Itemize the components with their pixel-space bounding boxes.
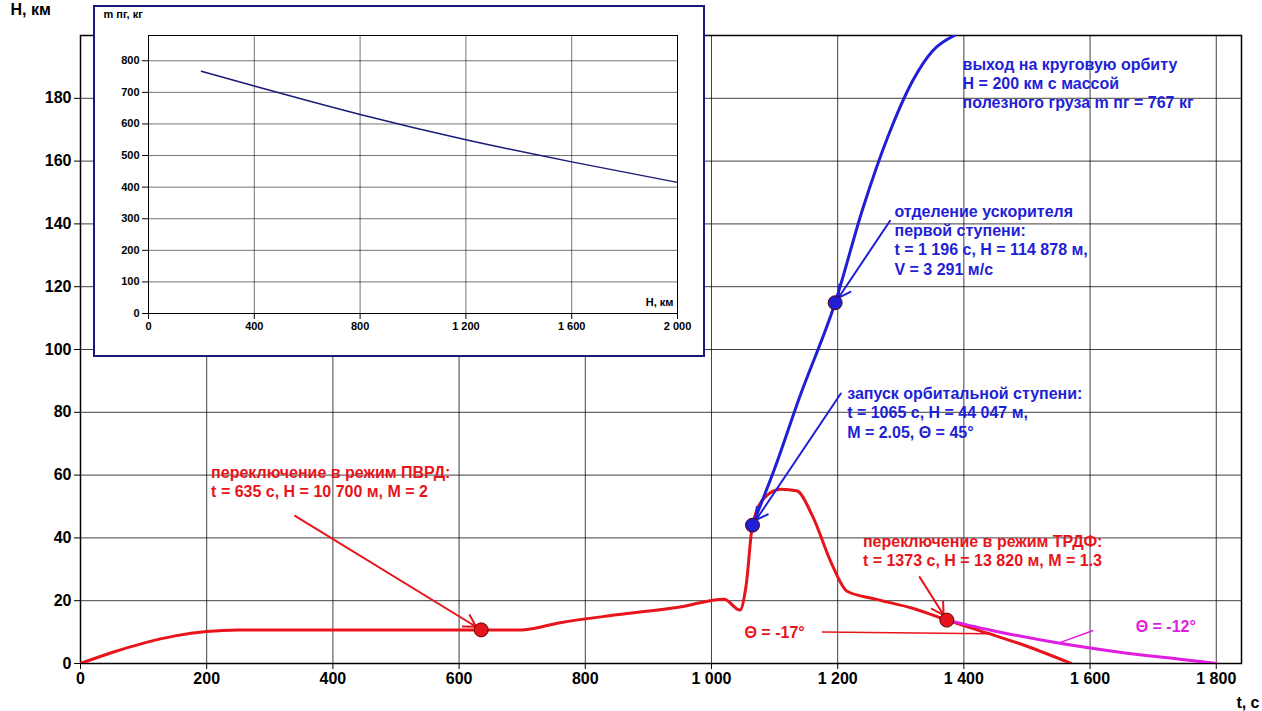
svg-text:0: 0 <box>76 670 85 687</box>
svg-text:переключение в режим ТРДФ:t =: переключение в режим ТРДФ:t = 1373 с, H … <box>863 533 1103 569</box>
svg-text:1 000: 1 000 <box>691 670 731 687</box>
svg-text:200: 200 <box>121 244 139 256</box>
svg-text:500: 500 <box>121 149 139 161</box>
svg-text:1 400: 1 400 <box>944 670 984 687</box>
svg-text:180: 180 <box>45 89 72 106</box>
svg-text:140: 140 <box>45 215 72 232</box>
svg-text:t, с: t, с <box>1236 694 1259 711</box>
svg-text:выход на круговую орбитуH = 20: выход на круговую орбитуH = 200 км с мас… <box>963 56 1194 111</box>
svg-text:2 000: 2 000 <box>664 320 692 332</box>
svg-text:600: 600 <box>446 670 473 687</box>
svg-text:Θ = -12°: Θ = -12° <box>1136 618 1196 635</box>
svg-text:0: 0 <box>133 307 139 319</box>
svg-text:1 200: 1 200 <box>818 670 858 687</box>
svg-text:H, км: H, км <box>646 296 674 308</box>
svg-text:800: 800 <box>351 320 369 332</box>
svg-text:60: 60 <box>54 466 72 483</box>
svg-text:160: 160 <box>45 152 72 169</box>
svg-text:400: 400 <box>121 181 139 193</box>
svg-text:запуск орбитальной ступени:t =: запуск орбитальной ступени:t = 1065 с, H… <box>847 385 1082 440</box>
svg-text:1 600: 1 600 <box>1070 670 1110 687</box>
svg-text:Θ = -17°: Θ = -17° <box>744 624 804 641</box>
svg-text:20: 20 <box>54 592 72 609</box>
svg-text:переключение в режим ПВРД:t =: переключение в режим ПВРД:t = 635 с, H =… <box>211 464 450 500</box>
svg-text:400: 400 <box>320 670 347 687</box>
svg-text:600: 600 <box>121 117 139 129</box>
svg-text:200: 200 <box>193 670 220 687</box>
svg-text:1 200: 1 200 <box>452 320 480 332</box>
svg-text:700: 700 <box>121 86 139 98</box>
svg-text:отделение ускорителяпервой сту: отделение ускорителяпервой ступени:t = 1… <box>894 203 1087 278</box>
svg-text:H, км: H, км <box>11 1 51 18</box>
svg-text:100: 100 <box>45 341 72 358</box>
svg-text:m пг, кг: m пг, кг <box>104 8 144 20</box>
svg-text:0: 0 <box>145 320 151 332</box>
svg-text:100: 100 <box>121 275 139 287</box>
svg-text:800: 800 <box>121 54 139 66</box>
svg-text:300: 300 <box>121 212 139 224</box>
svg-text:1 600: 1 600 <box>558 320 586 332</box>
svg-text:40: 40 <box>54 529 72 546</box>
svg-text:0: 0 <box>63 655 72 672</box>
svg-text:80: 80 <box>54 403 72 420</box>
svg-text:120: 120 <box>45 278 72 295</box>
svg-text:1 800: 1 800 <box>1196 670 1236 687</box>
svg-text:400: 400 <box>245 320 263 332</box>
svg-text:800: 800 <box>572 670 599 687</box>
